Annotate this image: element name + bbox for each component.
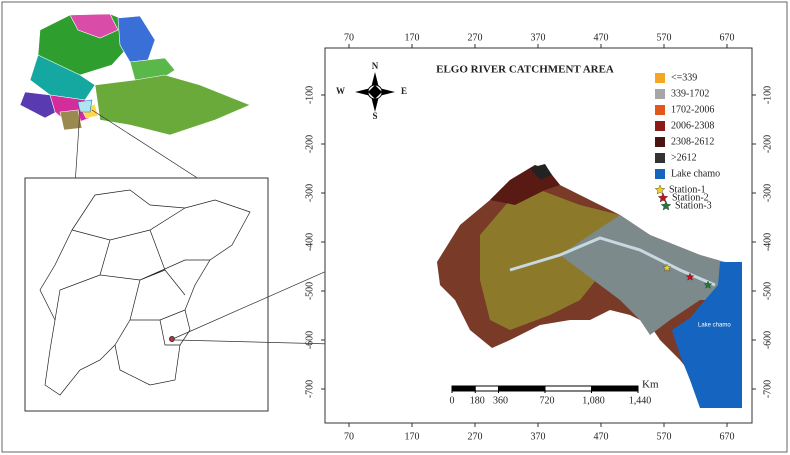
scale-segment xyxy=(591,386,638,391)
legend-star xyxy=(660,200,672,211)
x-tick-label: 570 xyxy=(657,431,672,442)
legend-label: 2006-2308 xyxy=(671,120,714,131)
scale-label: 1,080 xyxy=(582,395,605,406)
legend-star xyxy=(657,192,669,203)
y-tick-label: -200 xyxy=(304,135,315,153)
legend-swatch xyxy=(655,89,665,99)
legend-label: Station-3 xyxy=(675,200,712,211)
x-tick-label: 670 xyxy=(720,32,735,43)
x-tick-label: 70 xyxy=(344,431,354,442)
lake-label: Lake chamo xyxy=(698,323,731,329)
generated: 70 70 170 170 270 270 370 370 470 470 570 570 670 670… xyxy=(304,32,773,442)
legend-label: Lake chamo xyxy=(671,168,720,179)
legend-label: 1702-2006 xyxy=(671,104,714,115)
y-tick-label: -700 xyxy=(762,380,773,398)
legend-swatch xyxy=(655,153,665,163)
scale-label: 180 xyxy=(470,395,485,406)
scale-label: 360 xyxy=(493,395,508,406)
legend-label: >2612 xyxy=(671,152,697,163)
compass-n: N xyxy=(372,61,379,71)
compass-w: W xyxy=(336,86,345,96)
x-tick-label: 570 xyxy=(657,32,672,43)
station-marker xyxy=(662,263,672,272)
catchment-location xyxy=(169,336,175,342)
compass-e: E xyxy=(401,86,407,96)
x-tick-label: 270 xyxy=(468,32,483,43)
legend-label: 2308-2612 xyxy=(671,136,714,147)
legend-label: <=339 xyxy=(671,72,697,83)
scale-unit: Km xyxy=(642,379,659,391)
x-tick-label: 370 xyxy=(531,431,546,442)
x-tick-label: 470 xyxy=(594,32,609,43)
y-tick-label: -600 xyxy=(762,331,773,349)
x-tick-label: 170 xyxy=(405,431,420,442)
y-tick-label: -400 xyxy=(304,233,315,251)
x-tick-label: 470 xyxy=(594,431,609,442)
scale-segment xyxy=(498,386,545,391)
x-tick-label: 70 xyxy=(344,32,354,43)
map-title: ELGO RIVER CATCHMENT AREA xyxy=(436,64,614,76)
legend-swatch xyxy=(655,137,665,147)
legend-swatch xyxy=(655,105,665,115)
legend-swatch xyxy=(655,169,665,179)
scale-segment xyxy=(452,386,476,391)
legend-label: Station-2 xyxy=(672,192,709,203)
compass-s: S xyxy=(372,111,377,121)
y-tick-label: -300 xyxy=(304,184,315,202)
y-tick-label: -100 xyxy=(762,86,773,104)
region-box xyxy=(24,177,269,412)
y-tick-label: -500 xyxy=(762,282,773,300)
legend-label: 339-1702 xyxy=(671,88,709,99)
region-outlines xyxy=(39,189,251,396)
y-tick-label: -600 xyxy=(304,331,315,349)
station-marker xyxy=(703,280,713,289)
y-tick-label: -500 xyxy=(304,282,315,300)
y-tick-label: -700 xyxy=(304,380,315,398)
x-tick-label: 270 xyxy=(468,431,483,442)
x-tick-label: 370 xyxy=(531,32,546,43)
compass: N S E W xyxy=(336,61,407,121)
y-tick-label: -100 xyxy=(304,86,315,104)
legend-star xyxy=(654,184,666,195)
station-marker xyxy=(685,272,695,281)
catchment xyxy=(437,164,742,408)
legend-label: Station-1 xyxy=(669,184,706,195)
y-tick-label: -200 xyxy=(762,135,773,153)
x-tick-label: 170 xyxy=(405,32,420,43)
legend-swatch xyxy=(655,121,665,131)
legend-swatch xyxy=(655,73,665,83)
y-tick-label: -300 xyxy=(762,184,773,202)
scale-label: 720 xyxy=(540,395,555,406)
scale-label: 0 xyxy=(450,395,455,406)
y-tick-label: -400 xyxy=(762,233,773,251)
country-inset xyxy=(19,13,251,136)
scale-label: 1,440 xyxy=(629,395,652,406)
x-tick-label: 670 xyxy=(720,431,735,442)
